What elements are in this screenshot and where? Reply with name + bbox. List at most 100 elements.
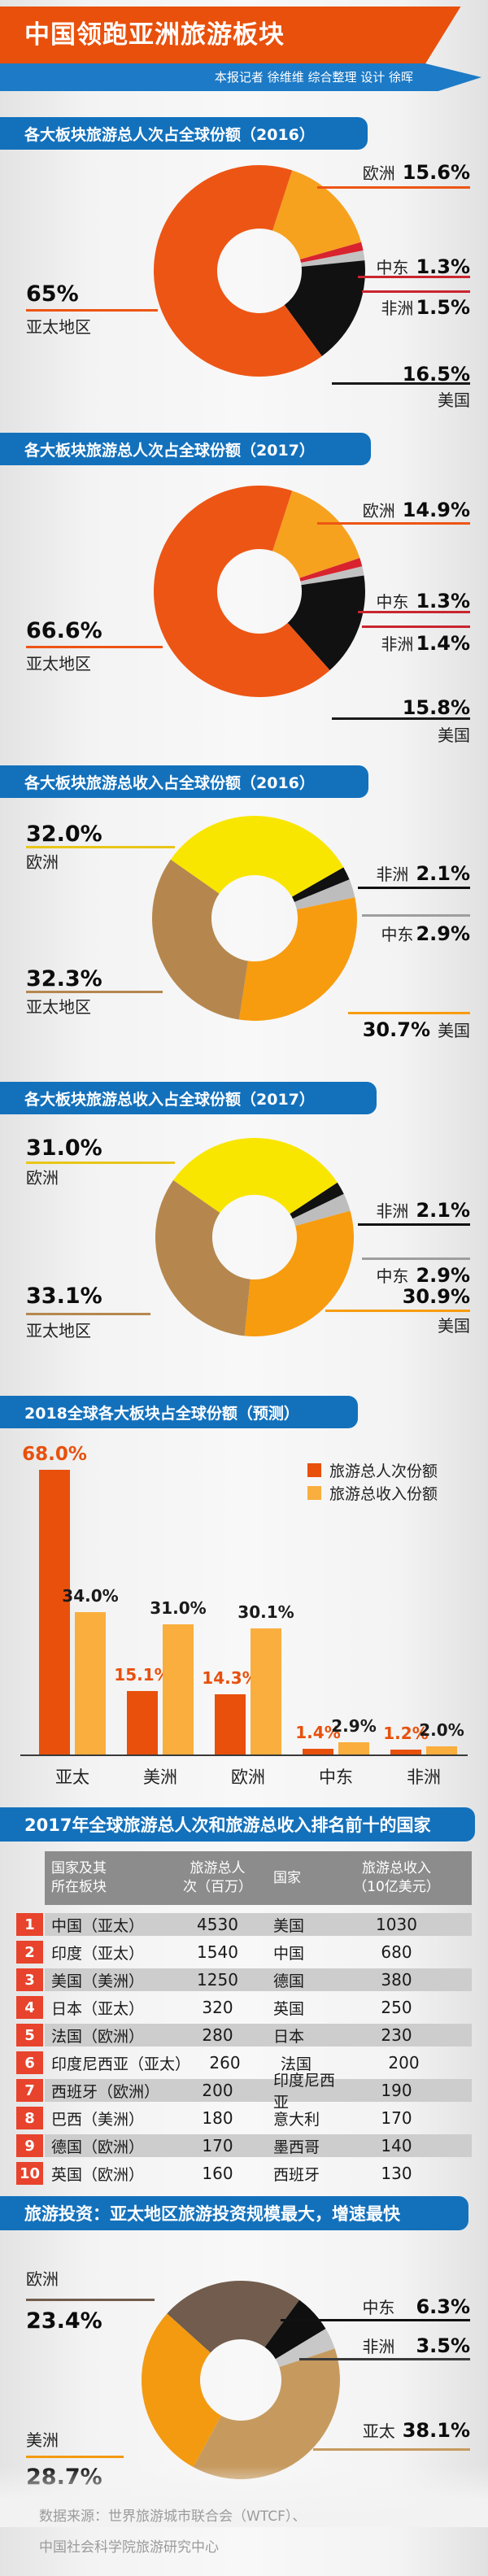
cell-country: 墨西哥 <box>273 2138 320 2156</box>
section-title-top10: 2017年全球旅游总人次和旅游总收入排名前十的国家 <box>0 1807 475 1842</box>
bar-value-旅游总收入份额-中东: 2.9% <box>331 1716 377 1737</box>
label-inv-europe-value: 23.4% <box>26 2308 102 2334</box>
cell-country-block: 西班牙（欧洲） <box>51 2082 160 2101</box>
cell-revenue: 140 <box>381 2136 412 2155</box>
col-trips: 旅游总人 次（百万） <box>183 1860 252 1895</box>
label-rev2017-apac-name: 亚太地区 <box>26 1321 91 1340</box>
donut-revenue-2017 <box>155 1137 355 1340</box>
label-rev2017-apac-value: 33.1% <box>26 1284 102 1309</box>
label-inv-europe-name: 欧洲 <box>26 2269 59 2289</box>
cell-country: 中国 <box>273 1944 305 1963</box>
cell-country: 美国 <box>273 1916 305 1935</box>
bar-旅游总人次份额-亚太 <box>39 1469 70 1754</box>
label-rev2016-apac-value: 32.3% <box>26 966 102 992</box>
label-rev2016-usa: 30.7% 美国 <box>362 1018 470 1041</box>
section-title-forecast-2018: 2018全球各大板块占全球份额（预测） <box>0 1396 358 1428</box>
rank-badge: 9 <box>16 2134 43 2157</box>
cell-revenue: 380 <box>381 1970 412 1990</box>
bar-旅游总收入份额-美洲 <box>163 1624 194 1754</box>
legend-item-revenue: 旅游总收入份额 <box>307 1481 438 1504</box>
table-header: 国家及其 所在板块 旅游总人 次（百万） 国家 旅游总收入 （10亿美元） <box>45 1851 472 1905</box>
bottom-fade <box>0 2466 488 2527</box>
bar-旅游总收入份额-亚太 <box>75 1611 106 1754</box>
bar-category-美洲: 美洲 <box>143 1767 177 1787</box>
rank-badge: 3 <box>16 1968 43 1991</box>
cell-revenue: 170 <box>381 2108 412 2128</box>
bar-legend: 旅游总人次份额 旅游总收入份额 <box>307 1458 438 1504</box>
cell-country: 法国 <box>281 2055 312 2073</box>
label-inv-africa: 非洲 3.5% <box>362 2334 470 2357</box>
label-trips2017-usa-value: 15.8% <box>402 696 470 719</box>
legend-label-trips: 旅游总人次份额 <box>329 1462 438 1480</box>
leader-trips2017-europe <box>317 522 470 525</box>
section-title-revenue-2016: 各大板块旅游总收入占全球份额（2016） <box>0 765 368 798</box>
leader-inv-apac <box>313 2448 470 2451</box>
label-trips2016-usa-value: 16.5% <box>402 363 470 386</box>
table-row: 7 西班牙（欧洲） 200 印度尼西亚 190 <box>16 2072 472 2112</box>
page-title: 中国领跑亚洲旅游板块 <box>24 20 285 50</box>
label-trips2016-africa: 非洲 1.5% <box>381 296 470 319</box>
cell-revenue: 1030 <box>376 1915 417 1934</box>
cell-trips: 200 <box>202 2081 233 2100</box>
table-rows: 1 中国（亚太） 4530 美国 1030 2 印度（亚太） 1540 中国 680 3 美国（美洲）… <box>16 1913 472 2185</box>
leader-inv-africa <box>299 2358 470 2360</box>
cell-trips: 170 <box>202 2136 233 2155</box>
leader-trips2016-europe <box>317 186 470 189</box>
leader-trips2017-usa <box>332 717 470 720</box>
cell-country: 意大利 <box>273 2110 320 2129</box>
cell-country: 印度尼西亚 <box>273 2072 336 2112</box>
leader-trips2016-apac <box>26 309 158 312</box>
rank-badge: 5 <box>16 2024 43 2046</box>
label-rev2016-mideast: 中东 2.9% <box>381 922 470 945</box>
bar-category-欧洲: 欧洲 <box>231 1767 265 1787</box>
legend-swatch-trips <box>307 1462 321 1477</box>
cell-country-block: 印度尼西亚（亚太） <box>51 2055 191 2073</box>
rank-badge: 2 <box>16 1941 43 1964</box>
label-trips2017-usa-name: 美国 <box>438 726 470 745</box>
bar-旅游总收入份额-非洲 <box>426 1746 457 1754</box>
cell-trips: 260 <box>209 2053 241 2073</box>
bar-value-旅游总人次份额-亚太: 68.0% <box>22 1443 87 1465</box>
bar-旅游总人次份额-非洲 <box>390 1749 421 1754</box>
bar-chart-2018: 68.0% 34.0% 亚太 15.1% 31.0% 美洲 14.3% 30.1% 欧洲 1.4%… <box>0 1440 488 1787</box>
rank-badge: 6 <box>16 2051 43 2074</box>
label-trips2017-apac-name: 亚太地区 <box>26 654 91 673</box>
cell-trips: 1540 <box>197 1942 238 1962</box>
rank-badge: 4 <box>16 1996 43 2019</box>
leader-trips2017-mideast <box>358 611 470 613</box>
label-inv-apac: 亚太 38.1% <box>362 2419 470 2442</box>
leader-rev2017-mideast <box>362 1257 470 1260</box>
label-rev2017-mideast: 中东 2.9% <box>376 1264 470 1287</box>
bar-旅游总人次份额-欧洲 <box>215 1694 246 1754</box>
leader-rev2017-apac <box>26 1313 150 1315</box>
cell-revenue: 230 <box>381 2025 412 2045</box>
cell-country-block: 美国（美洲） <box>51 1972 145 1990</box>
col-country-block: 国家及其 所在板块 <box>51 1860 107 1895</box>
table-row-band: 美国（美洲） 1250 德国 380 <box>45 1968 472 1991</box>
bar-category-非洲: 非洲 <box>407 1767 441 1787</box>
label-rev2016-europe-name: 欧洲 <box>26 852 59 872</box>
rank-badge: 7 <box>16 2079 43 2102</box>
table-row-band: 法国（欧洲） 280 日本 230 <box>45 2024 472 2046</box>
cell-trips: 160 <box>202 2164 233 2183</box>
label-trips2017-apac-value: 66.6% <box>26 618 102 643</box>
leader-trips2016-africa <box>362 290 470 293</box>
cell-trips: 320 <box>202 1998 233 2017</box>
table-row-band: 西班牙（欧洲） 200 印度尼西亚 190 <box>45 2072 472 2112</box>
bar-value-旅游总收入份额-亚太: 34.0% <box>62 1585 119 1606</box>
leader-inv-europe <box>26 2299 155 2301</box>
cell-revenue: 190 <box>381 2081 412 2100</box>
cell-country-block: 巴西（美洲） <box>51 2110 145 2129</box>
table-row: 10 英国（欧洲） 160 西班牙 130 <box>16 2162 472 2185</box>
label-rev2016-europe-value: 32.0% <box>26 822 102 847</box>
table-row-band: 印度尼西亚（亚太） 260 法国 200 <box>45 2051 472 2074</box>
label-rev2016-africa: 非洲 2.1% <box>376 862 470 885</box>
leader-rev2017-africa <box>358 1223 470 1226</box>
label-inv-mideast: 中东 6.3% <box>362 2295 470 2318</box>
label-rev2016-apac-name: 亚太地区 <box>26 997 91 1017</box>
leader-rev2016-africa <box>358 887 470 889</box>
table-row-band: 日本（亚太） 320 英国 250 <box>45 1996 472 2019</box>
table-row: 8 巴西（美洲） 180 意大利 170 <box>16 2107 472 2129</box>
